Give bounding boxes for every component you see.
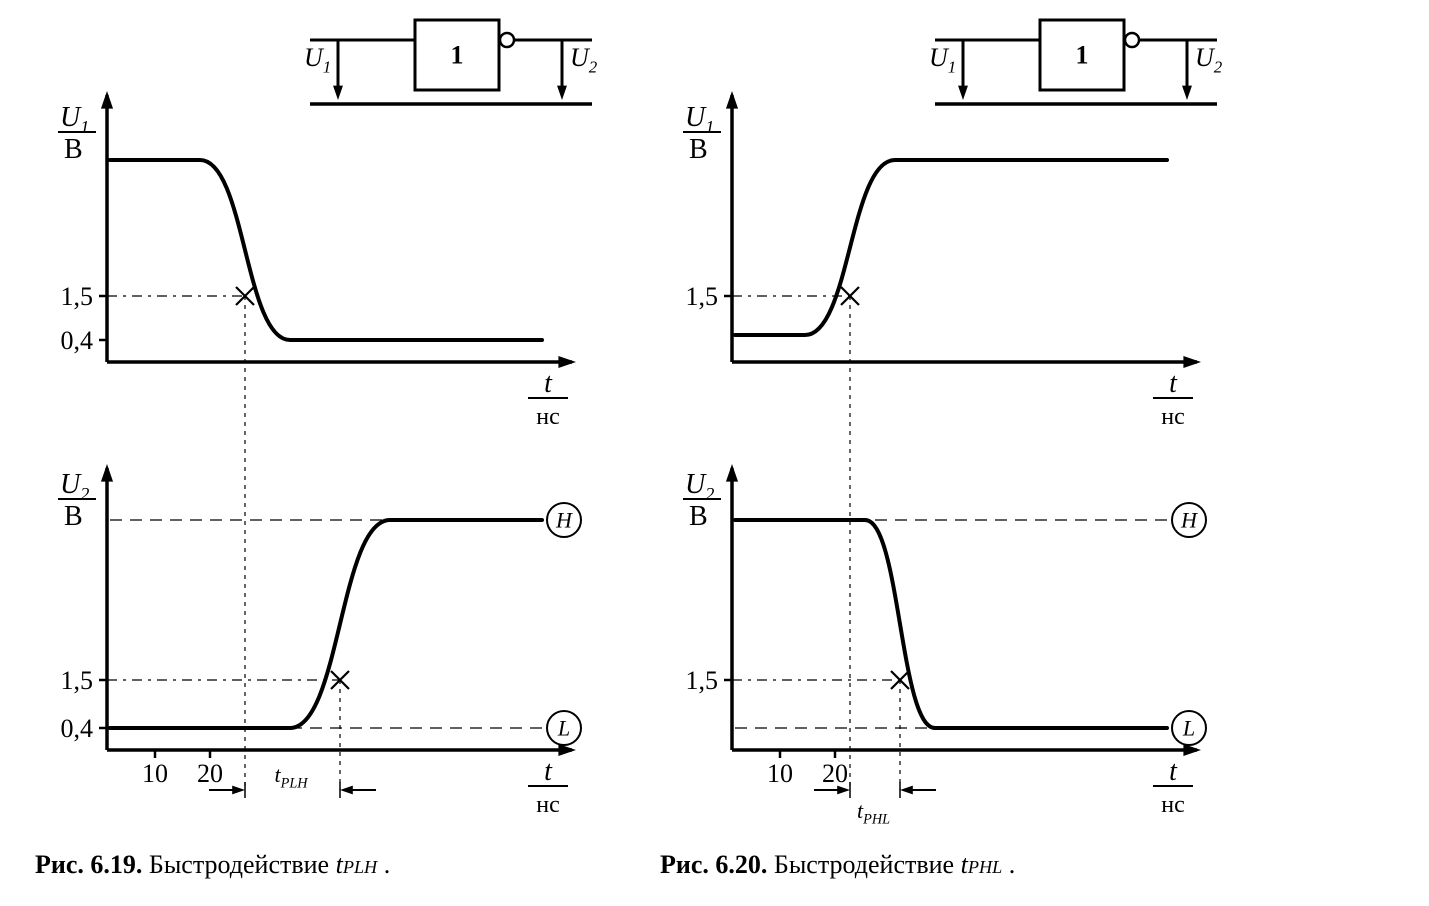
svg-text:нс: нс — [1161, 404, 1185, 430]
timing-diagrams: 1 U1 U2 U1 Вt нс 1,5 0,4 U2 Вt нс 1,5 0,4 10 20 H LtPLH 1… — [0, 0, 1429, 901]
svg-text:1,5: 1,5 — [686, 666, 719, 695]
svg-text:1,5: 1,5 — [686, 282, 719, 311]
svg-text:L: L — [557, 716, 570, 741]
svg-text:t: t — [1169, 368, 1178, 399]
svg-text:U1: U1 — [304, 43, 331, 77]
svg-text:1,5: 1,5 — [61, 666, 94, 695]
svg-text:1: 1 — [1076, 40, 1089, 69]
caption-left: Рис. 6.19. Быстродействие tPLH . — [35, 850, 390, 880]
svg-text:10: 10 — [142, 759, 168, 788]
svg-text:tPLH: tPLH — [275, 762, 309, 792]
svg-text:U2: U2 — [570, 43, 598, 77]
svg-text:1,5: 1,5 — [61, 282, 94, 311]
svg-text:нс: нс — [1161, 792, 1185, 818]
svg-text:В: В — [64, 501, 83, 532]
svg-text:нс: нс — [536, 792, 560, 818]
svg-text:H: H — [1180, 508, 1198, 533]
svg-text:20: 20 — [822, 759, 848, 788]
svg-text:t: t — [544, 368, 553, 399]
svg-text:U1: U1 — [929, 43, 956, 77]
svg-text:t: t — [1169, 756, 1178, 787]
svg-text:20: 20 — [197, 759, 223, 788]
svg-text:0,4: 0,4 — [61, 326, 94, 355]
svg-text:tPHL: tPHL — [857, 798, 890, 828]
svg-text:H: H — [555, 508, 573, 533]
svg-text:В: В — [689, 501, 708, 532]
svg-text:10: 10 — [767, 759, 793, 788]
svg-text:1: 1 — [451, 40, 464, 69]
svg-text:В: В — [689, 134, 708, 165]
svg-text:t: t — [544, 756, 553, 787]
svg-text:U2: U2 — [1195, 43, 1223, 77]
svg-text:0,4: 0,4 — [61, 714, 94, 743]
svg-text:В: В — [64, 134, 83, 165]
svg-text:L: L — [1182, 716, 1195, 741]
caption-right: Рис. 6.20. Быстродействие tPHL . — [660, 850, 1015, 880]
svg-text:нс: нс — [536, 404, 560, 430]
